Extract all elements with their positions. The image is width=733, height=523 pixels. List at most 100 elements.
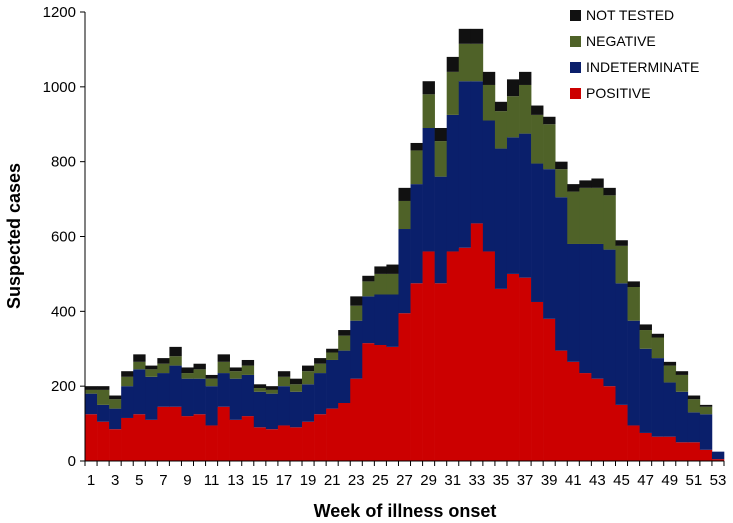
bar-week-12-indeterminate: [217, 373, 230, 407]
bar-week-39-not-tested: [543, 116, 556, 125]
bar-week-32-negative: [458, 43, 472, 82]
bar-week-13-negative: [229, 371, 243, 379]
y-tick-label: 0: [68, 453, 76, 470]
bar-week-17-negative: [277, 376, 291, 387]
x-tick-label: 1: [87, 472, 95, 489]
bar-week-44-negative: [603, 195, 616, 250]
bar-week-45-positive: [615, 404, 628, 462]
bar-week-20-negative: [314, 363, 327, 374]
bar-week-43-positive: [591, 378, 604, 461]
bar-week-31-not-tested: [446, 56, 460, 72]
x-tick-label: 21: [324, 472, 341, 489]
bar-week-29-negative: [422, 94, 435, 128]
bar-week-24-negative: [362, 281, 375, 297]
bar-week-14-indeterminate: [241, 374, 255, 417]
x-tick-label: 49: [661, 472, 678, 489]
bar-week-1-indeterminate: [85, 393, 98, 415]
bar-week-20-not-tested: [314, 358, 327, 364]
bar-week-50-indeterminate: [675, 391, 689, 443]
x-tick-label: 5: [135, 472, 143, 489]
bar-week-9-negative: [181, 373, 194, 379]
bar-week-50-negative: [675, 374, 689, 392]
bar-week-12-positive: [217, 406, 230, 461]
bar-week-7-indeterminate: [157, 373, 170, 407]
x-tick-label: 47: [637, 472, 654, 489]
y-tick-label: 600: [51, 229, 76, 246]
bar-week-3-negative: [109, 399, 122, 409]
bar-week-38-indeterminate: [531, 163, 544, 302]
bar-week-41-positive: [567, 361, 580, 461]
bar-week-41-negative: [567, 191, 580, 244]
bar-week-8-not-tested: [169, 346, 182, 357]
bar-week-21-negative: [326, 352, 339, 360]
x-tick-label: 43: [589, 472, 606, 489]
bar-week-42-indeterminate: [579, 243, 592, 374]
bar-week-27-indeterminate: [398, 229, 411, 314]
bar-week-41-indeterminate: [567, 243, 580, 362]
bar-week-47-indeterminate: [639, 348, 652, 433]
bar-week-26-not-tested: [386, 264, 399, 274]
bar-week-11-not-tested: [205, 374, 218, 379]
bar-week-18-negative: [289, 384, 303, 392]
y-tick-label: 1200: [43, 4, 76, 21]
bar-week-22-negative: [338, 335, 351, 351]
bar-week-13-indeterminate: [229, 378, 243, 420]
bar-week-24-indeterminate: [362, 296, 375, 344]
bar-week-31-indeterminate: [446, 114, 460, 252]
bar-week-21-not-tested: [326, 348, 339, 353]
bar-week-51-positive: [687, 442, 701, 461]
bar-week-12-negative: [217, 361, 230, 374]
bar-week-6-positive: [145, 419, 158, 461]
bar-week-40-negative: [555, 169, 568, 198]
bar-week-52-positive: [699, 449, 713, 461]
bar-week-32-not-tested: [458, 28, 472, 44]
bar-week-46-negative: [627, 287, 640, 321]
legend-swatch-positive: [570, 88, 581, 99]
bar-week-49-positive: [663, 436, 677, 461]
bar-week-51-indeterminate: [687, 412, 701, 443]
bar-week-16-not-tested: [265, 386, 279, 390]
bar-week-48-indeterminate: [651, 358, 665, 437]
bar-week-35-positive: [494, 288, 508, 461]
bar-week-43-not-tested: [591, 178, 604, 188]
bar-week-23-positive: [350, 378, 363, 461]
bar-week-38-negative: [531, 114, 544, 164]
bar-week-23-negative: [350, 305, 363, 321]
bar-week-33-positive: [470, 223, 484, 461]
x-tick-label: 3: [111, 472, 119, 489]
legend-swatch-not-tested: [570, 10, 581, 21]
bar-week-15-negative: [253, 388, 267, 392]
bar-week-17-not-tested: [277, 371, 291, 377]
bar-week-27-positive: [398, 313, 411, 461]
bar-week-51-not-tested: [687, 395, 701, 400]
legend-swatch-negative: [570, 36, 581, 47]
bar-week-27-not-tested: [398, 187, 411, 201]
bar-week-12-not-tested: [217, 354, 230, 362]
bar-week-28-indeterminate: [410, 184, 423, 284]
bar-week-6-indeterminate: [145, 376, 158, 420]
bar-week-49-negative: [663, 365, 677, 383]
bar-week-16-negative: [265, 389, 279, 394]
bar-week-1-negative: [85, 389, 98, 394]
x-tick-label: 9: [183, 472, 191, 489]
bar-week-15-indeterminate: [253, 391, 267, 428]
y-tick-label: 800: [51, 154, 76, 171]
bar-week-23-not-tested: [350, 296, 363, 306]
legend-label-indeterminate: INDETERMINATE: [586, 59, 699, 75]
y-tick-label: 200: [51, 378, 76, 395]
bar-week-29-positive: [422, 251, 435, 461]
bar-week-2-not-tested: [97, 386, 110, 390]
bar-week-45-not-tested: [615, 240, 628, 246]
bar-week-28-positive: [410, 283, 423, 461]
bar-week-5-indeterminate: [133, 369, 146, 415]
bar-week-9-positive: [181, 416, 194, 461]
x-tick-label: 39: [541, 472, 558, 489]
x-tick-label: 25: [372, 472, 389, 489]
bar-week-30-not-tested: [434, 127, 447, 142]
bar-week-30-positive: [434, 283, 447, 461]
bar-week-32-indeterminate: [458, 81, 472, 248]
bar-week-46-positive: [627, 425, 640, 461]
bar-week-37-not-tested: [519, 71, 532, 85]
bar-week-7-negative: [157, 363, 170, 374]
bar-week-30-indeterminate: [434, 176, 447, 284]
